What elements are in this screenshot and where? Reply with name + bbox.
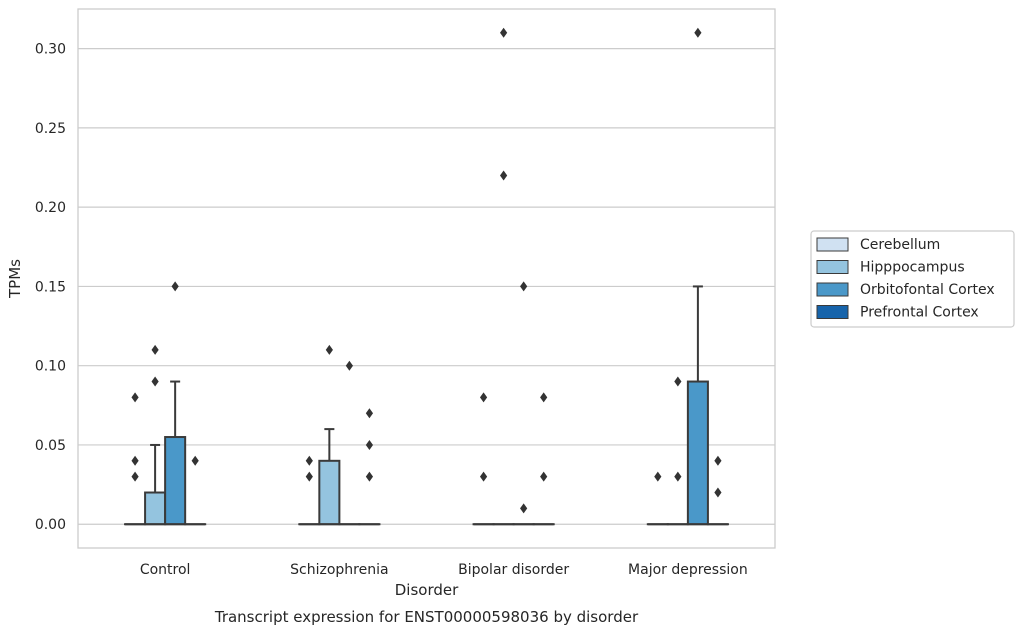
outlier-point — [479, 392, 488, 403]
y-axis-title: TPMs — [6, 259, 24, 299]
outlier-point — [714, 487, 722, 498]
box-group — [706, 455, 729, 526]
outlier-point — [171, 281, 179, 292]
box-group — [512, 281, 535, 526]
grid-lines — [78, 48, 775, 525]
outlier-point — [365, 439, 374, 450]
box-group — [318, 344, 341, 526]
outlier-point — [500, 27, 508, 38]
outlier-point — [520, 503, 528, 514]
box — [144, 491, 167, 526]
y-tick-label: 0.20 — [35, 200, 66, 216]
box-group — [124, 392, 147, 526]
y-tick-label: 0.00 — [35, 517, 66, 533]
box-group — [646, 471, 669, 526]
outlier-point — [520, 281, 528, 292]
outlier-point — [479, 471, 488, 482]
outlier-point — [151, 344, 159, 355]
box-series — [124, 27, 729, 526]
outlier-point — [540, 392, 548, 403]
legend-label: Prefrontal Cortex — [860, 305, 979, 321]
legend-label: Orbitofontal Cortex — [860, 282, 995, 298]
y-tick-label: 0.05 — [35, 438, 66, 454]
plot-area-frame — [77, 8, 776, 549]
outlier-point — [365, 408, 374, 419]
x-axis-tick-labels: Control Schizophrenia Bipolar disorder Majo… — [140, 562, 748, 578]
outlier-point — [540, 471, 548, 482]
x-axis-title: Disorder — [395, 581, 459, 599]
box-group — [338, 360, 361, 526]
outlier-point — [151, 376, 159, 387]
y-tick-label: 0.10 — [35, 359, 66, 375]
box-group — [492, 27, 515, 526]
outlier-point — [131, 455, 139, 466]
box-group — [358, 408, 381, 526]
box-group — [298, 455, 321, 526]
x-tick-label: Major depression — [628, 562, 748, 578]
outlier-point — [305, 471, 313, 482]
box-group — [184, 455, 207, 526]
x-tick-label: Control — [140, 562, 191, 578]
legend-label: Hipppocampus — [860, 260, 965, 276]
box-group — [472, 392, 495, 526]
legend-swatch — [816, 282, 849, 297]
outlier-point — [714, 455, 722, 466]
legend-frame — [810, 230, 1015, 328]
y-tick-label: 0.25 — [35, 121, 66, 137]
chart-title: Transcript expression for ENST0000059803… — [214, 608, 639, 626]
outlier-point — [654, 471, 662, 482]
y-tick-label: 0.15 — [35, 279, 66, 295]
box-group — [666, 376, 689, 526]
outlier-point — [325, 344, 333, 355]
outlier-point — [305, 455, 313, 466]
x-tick-label: Schizophrenia — [290, 562, 388, 578]
outlier-point — [131, 471, 139, 482]
legend: Cerebellum Hipppocampus Orbitofontal Corte… — [810, 230, 1015, 328]
box — [318, 459, 341, 526]
x-tick-label: Bipolar disorder — [458, 562, 569, 578]
outlier-point — [694, 27, 702, 38]
box-group — [532, 392, 555, 526]
outlier-point — [674, 376, 682, 387]
legend-swatch — [816, 237, 849, 252]
legend-label: Cerebellum — [860, 237, 940, 253]
legend-swatch — [816, 305, 849, 319]
legend-swatch — [816, 260, 849, 274]
box — [686, 380, 709, 526]
outlier-point — [191, 455, 199, 466]
y-tick-label: 0.30 — [35, 42, 66, 58]
outlier-point — [674, 471, 682, 482]
box-group — [144, 344, 167, 526]
box-group — [686, 27, 709, 526]
box — [164, 436, 187, 526]
outlier-point — [131, 392, 139, 403]
box-group — [164, 281, 187, 526]
y-axis-tick-labels: 0.00 0.05 0.10 0.15 0.20 0.25 0.30 — [35, 42, 66, 534]
outlier-point — [365, 471, 374, 482]
outlier-point — [500, 170, 508, 181]
outlier-point — [345, 360, 353, 371]
